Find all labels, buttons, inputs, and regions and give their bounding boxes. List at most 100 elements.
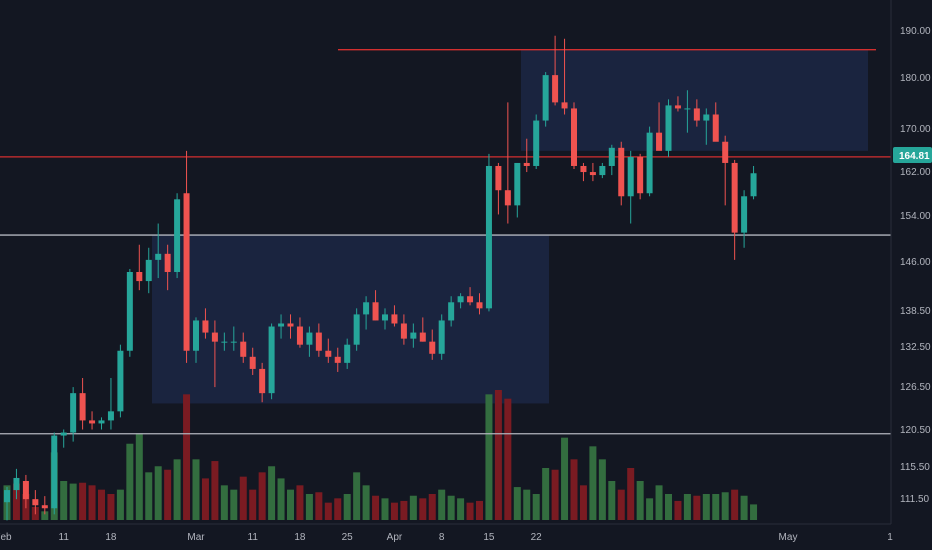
candle[interactable] (155, 223, 162, 279)
candle[interactable] (448, 296, 455, 327)
candle[interactable] (637, 153, 644, 200)
volume-bar (655, 485, 663, 520)
candle[interactable] (183, 150, 190, 363)
candle-body (391, 314, 398, 324)
candle[interactable] (741, 190, 748, 248)
candle[interactable] (580, 162, 587, 182)
candle[interactable] (70, 387, 77, 442)
candle[interactable] (618, 141, 625, 206)
candle[interactable] (278, 314, 285, 339)
volume-bar (683, 494, 691, 520)
candle[interactable] (665, 99, 672, 157)
price-tick-label: 120.50 (900, 425, 931, 436)
candle[interactable] (174, 193, 181, 279)
candle[interactable] (646, 126, 653, 197)
candle[interactable] (136, 244, 143, 291)
candle[interactable] (334, 347, 341, 372)
candle[interactable] (4, 487, 10, 521)
candle-body (296, 326, 303, 345)
volume-bar (494, 390, 502, 520)
candle[interactable] (268, 323, 275, 400)
candle[interactable] (693, 99, 700, 127)
candle[interactable] (41, 496, 48, 515)
candle[interactable] (608, 144, 615, 176)
candle[interactable] (410, 323, 417, 348)
candle[interactable] (306, 326, 313, 357)
candle[interactable] (599, 162, 606, 179)
candle[interactable] (552, 35, 559, 106)
candle[interactable] (259, 362, 266, 403)
candle-body (344, 344, 351, 363)
candle[interactable] (391, 305, 398, 327)
candle[interactable] (533, 114, 540, 170)
candle-body (533, 120, 540, 166)
candle[interactable] (193, 317, 199, 363)
candle[interactable] (542, 72, 549, 127)
candle[interactable] (476, 293, 483, 315)
candle[interactable] (400, 314, 407, 345)
candle-body (589, 172, 596, 176)
candle[interactable] (107, 378, 114, 430)
candle[interactable] (221, 332, 228, 351)
candle[interactable] (684, 90, 691, 133)
candle[interactable] (731, 159, 738, 260)
candle[interactable] (514, 162, 521, 218)
candle[interactable] (315, 323, 322, 357)
price-axis[interactable]: 190.00 180.00 170.00 162.00 154.00 146.00 138.… (900, 26, 931, 505)
candle-body (731, 162, 738, 233)
candle[interactable] (240, 332, 247, 363)
candle-body (382, 314, 388, 321)
candle[interactable] (504, 102, 511, 224)
candle[interactable] (485, 153, 492, 312)
candle[interactable] (202, 308, 209, 339)
candle[interactable] (561, 38, 568, 115)
time-tick-label: Feb (0, 532, 12, 543)
candle[interactable] (32, 490, 39, 515)
volume-bar (674, 500, 682, 520)
candle[interactable] (457, 293, 464, 309)
candle[interactable] (296, 317, 303, 348)
candle[interactable] (750, 165, 757, 200)
candle[interactable] (230, 326, 237, 351)
candle[interactable] (722, 135, 729, 206)
volume-bar (665, 494, 672, 520)
candle[interactable] (382, 308, 388, 330)
candle[interactable] (703, 108, 710, 145)
candle[interactable] (126, 268, 133, 357)
candle[interactable] (98, 417, 105, 430)
candle[interactable] (419, 317, 426, 342)
candle[interactable] (344, 338, 351, 369)
candle[interactable] (627, 150, 634, 224)
candle[interactable] (438, 314, 445, 360)
candle[interactable] (325, 338, 332, 363)
candle[interactable] (117, 344, 124, 418)
candle-body (221, 341, 228, 343)
candle[interactable] (674, 96, 681, 112)
candle[interactable] (79, 378, 86, 430)
candle[interactable] (571, 102, 577, 170)
candle[interactable] (211, 320, 218, 388)
candle[interactable] (712, 102, 719, 142)
candle[interactable] (467, 287, 474, 306)
candle[interactable] (22, 474, 29, 509)
candle[interactable] (13, 468, 20, 500)
candle[interactable] (89, 411, 96, 430)
volume-bar (721, 492, 729, 520)
candle-body (4, 490, 10, 503)
candle[interactable] (589, 162, 596, 182)
time-axis[interactable]: Feb 11 18 Mar 11 18 25 Apr 8 15 22 May 1 (0, 532, 893, 543)
candle[interactable] (495, 162, 502, 215)
candle[interactable] (145, 247, 152, 294)
candle[interactable] (353, 308, 360, 351)
candle[interactable] (656, 102, 663, 151)
candle[interactable] (51, 432, 58, 515)
candle[interactable] (429, 329, 436, 360)
candle[interactable] (523, 138, 530, 173)
candle[interactable] (249, 347, 256, 375)
candle[interactable] (363, 296, 370, 330)
candle[interactable] (287, 314, 294, 339)
candle[interactable] (164, 244, 171, 291)
candle[interactable] (60, 429, 67, 448)
candle[interactable] (372, 290, 379, 321)
